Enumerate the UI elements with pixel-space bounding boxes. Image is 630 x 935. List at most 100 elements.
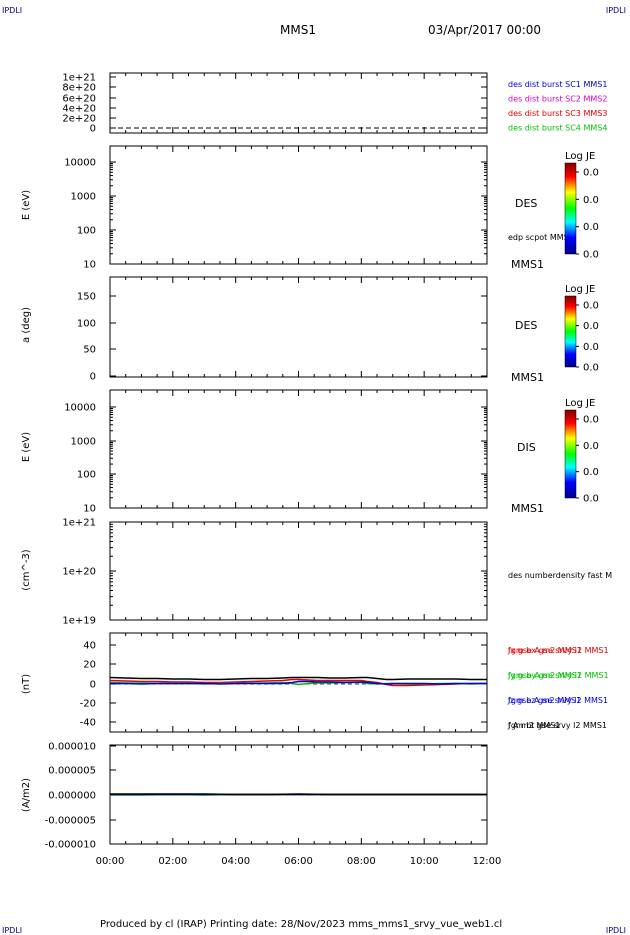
y-tick-label: -0.000005 — [45, 816, 96, 827]
y-tick-label: 100 — [77, 226, 96, 237]
y-tick-label: 6e+20 — [62, 94, 96, 105]
y-tick-label: 150 — [77, 292, 96, 303]
corner-label-bottom-left: IPDLI — [2, 926, 23, 935]
panel-6: 40 20 0 -20 -40 (nT) fgm bx gse srvy l2 MMS1 fg… — [21, 632, 609, 733]
y-tick-label: 1e+20 — [62, 567, 96, 578]
legend-entry: des numberdensity fast M — [508, 571, 612, 580]
colorbar-tick-label: 0.0 — [583, 321, 599, 332]
panel-frame — [109, 145, 488, 265]
legend-entry: des dist burst SC1 MMS1 — [508, 80, 607, 89]
x-tick-label: 02:00 — [158, 856, 187, 867]
colorbar-title: Log JE — [565, 398, 595, 409]
y-tick-label: 100 — [77, 319, 96, 330]
colorbar-tick-label: 0.0 — [583, 494, 599, 505]
series-line-bz — [110, 680, 487, 685]
colorbar-tick-label: 0.0 — [583, 222, 599, 233]
legend-entry: J A m2 MMS1 — [507, 721, 560, 730]
panel-frame — [109, 521, 488, 621]
panel-4: 10000 1000 100 10 E (eV) DIS MMS1 Log JE 0.0 0.0 0… — [21, 389, 599, 515]
colorbar-tick-label: 0.0 — [583, 301, 599, 312]
y-tick-label: 20 — [83, 660, 96, 671]
panel-3: 150 100 50 0 a (deg) DES MMS1 Log JE 0.0 0.0 0.0 0.… — [21, 276, 599, 384]
y-tick-label: 0 — [90, 124, 96, 135]
y-tick-label: 40 — [83, 641, 96, 652]
colorbar-tick-label: 0.0 — [583, 342, 599, 353]
colorbar-title: Log JE — [565, 284, 595, 295]
colorbar-tick-label: 0.0 — [583, 363, 599, 374]
instrument-label: DIS — [517, 441, 536, 454]
y-axis-label: (A/m2) — [21, 778, 32, 812]
y-tick-label: 8e+20 — [62, 83, 96, 94]
legend-entry: Jy gse A m2 MMS1 — [507, 671, 582, 680]
x-tick-label: 00:00 — [96, 856, 125, 867]
colorbar-tick-label: 0.0 — [583, 168, 599, 179]
legend-entry: fgm bt gse srvy l2 MMS1 — [508, 721, 607, 730]
x-tick-label: 06:00 — [284, 856, 313, 867]
series-line-bt — [109, 676, 487, 681]
legend-entry: fgm bz gse srvy l2 MMS1 — [508, 696, 608, 705]
spacecraft-label: MMS1 — [511, 502, 544, 515]
y-axis-label: (cm^-3) — [21, 549, 32, 590]
y-tick-label: 10 — [83, 260, 96, 271]
y-tick-label: 0.000005 — [48, 766, 96, 777]
y-axis-label: E (eV) — [21, 432, 32, 462]
panel-frame — [109, 276, 488, 378]
panel-5: 1e+21 1e+20 1e+19 (cm^-3) des numberdensity … — [21, 518, 612, 627]
spacecraft-title: MMS1 — [280, 23, 316, 37]
colorbar-tick-label: 0.0 — [583, 441, 599, 452]
x-tick-label: 10:00 — [410, 856, 439, 867]
y-tick-label: -40 — [80, 718, 96, 729]
colorbar — [564, 295, 577, 368]
panel-frame — [109, 389, 488, 509]
y-tick-label: 50 — [83, 345, 96, 356]
y-axis-label: (nT) — [21, 674, 32, 694]
spacecraft-label: MMS1 — [511, 371, 544, 384]
overlay-label: edp scpot MMS1 — [508, 233, 574, 242]
y-tick-label: -0.000010 — [45, 840, 96, 851]
colorbar — [564, 162, 577, 255]
y-tick-label: 1e+19 — [62, 616, 96, 627]
y-tick-label: 2e+20 — [62, 114, 96, 125]
y-tick-label: 0.000010 — [48, 742, 96, 753]
y-tick-label: 10 — [83, 504, 96, 515]
legend-entry: Jz gse A m2 MMS1 — [507, 696, 581, 705]
series-line-bx — [109, 678, 487, 687]
legend-entry: Jx gse A m2 MMS1 — [507, 646, 582, 655]
spacecraft-label: MMS1 — [511, 258, 544, 271]
y-tick-label: 1000 — [71, 192, 96, 203]
colorbar — [564, 409, 577, 499]
corner-label-bottom-right: IPDLI — [605, 926, 626, 935]
legend-entry: des dist burst SC4 MMS4 — [508, 124, 607, 133]
panel-2: 10000 1000 100 10 E (eV) DES MMS1 edp scpot MMS… — [21, 145, 599, 271]
colorbar-tick-label: 0.0 — [583, 250, 599, 261]
series-line-J — [110, 793, 487, 796]
y-tick-label: 10000 — [64, 403, 96, 414]
legend-entry: fgm by gse srvy l2 MMS1 — [508, 671, 609, 680]
date-title: 03/Apr/2017 00:00 — [428, 23, 542, 37]
y-tick-label: 0 — [90, 372, 96, 383]
footer-credit: Produced by cl (IRAP) Printing date: 28/… — [100, 919, 503, 930]
legend-entry: des dist burst SC2 MMS2 — [508, 95, 607, 104]
x-tick-label: 04:00 — [221, 856, 250, 867]
instrument-label: DES — [515, 319, 537, 332]
legend-entry: fgm bx gse srvy l2 MMS1 — [508, 646, 609, 655]
panel-frame — [109, 72, 488, 134]
x-tick-label: 12:00 — [473, 856, 502, 867]
y-tick-label: 0.000000 — [48, 791, 96, 802]
legend-entry: des dist burst SC3 MMS3 — [508, 109, 607, 118]
y-tick-label: 1e+21 — [62, 518, 96, 529]
y-tick-label: 10000 — [64, 158, 96, 169]
y-axis-label: E (eV) — [21, 190, 32, 220]
colorbar-tick-label: 0.0 — [583, 467, 599, 478]
y-tick-label: 1000 — [71, 437, 96, 448]
corner-label-top-right: IPDLI — [605, 6, 626, 15]
panel-7: 0.000010 0.000005 0.000000 -0.000005 -0.0000… — [21, 646, 582, 867]
colorbar-tick-label: 0.0 — [583, 195, 599, 206]
y-tick-label: 4e+20 — [62, 104, 96, 115]
y-axis-label: a (deg) — [21, 307, 32, 343]
y-tick-label: -20 — [80, 699, 96, 710]
colorbar-tick-label: 0.0 — [583, 415, 599, 426]
corner-label-top-left: IPDLI — [2, 6, 23, 15]
